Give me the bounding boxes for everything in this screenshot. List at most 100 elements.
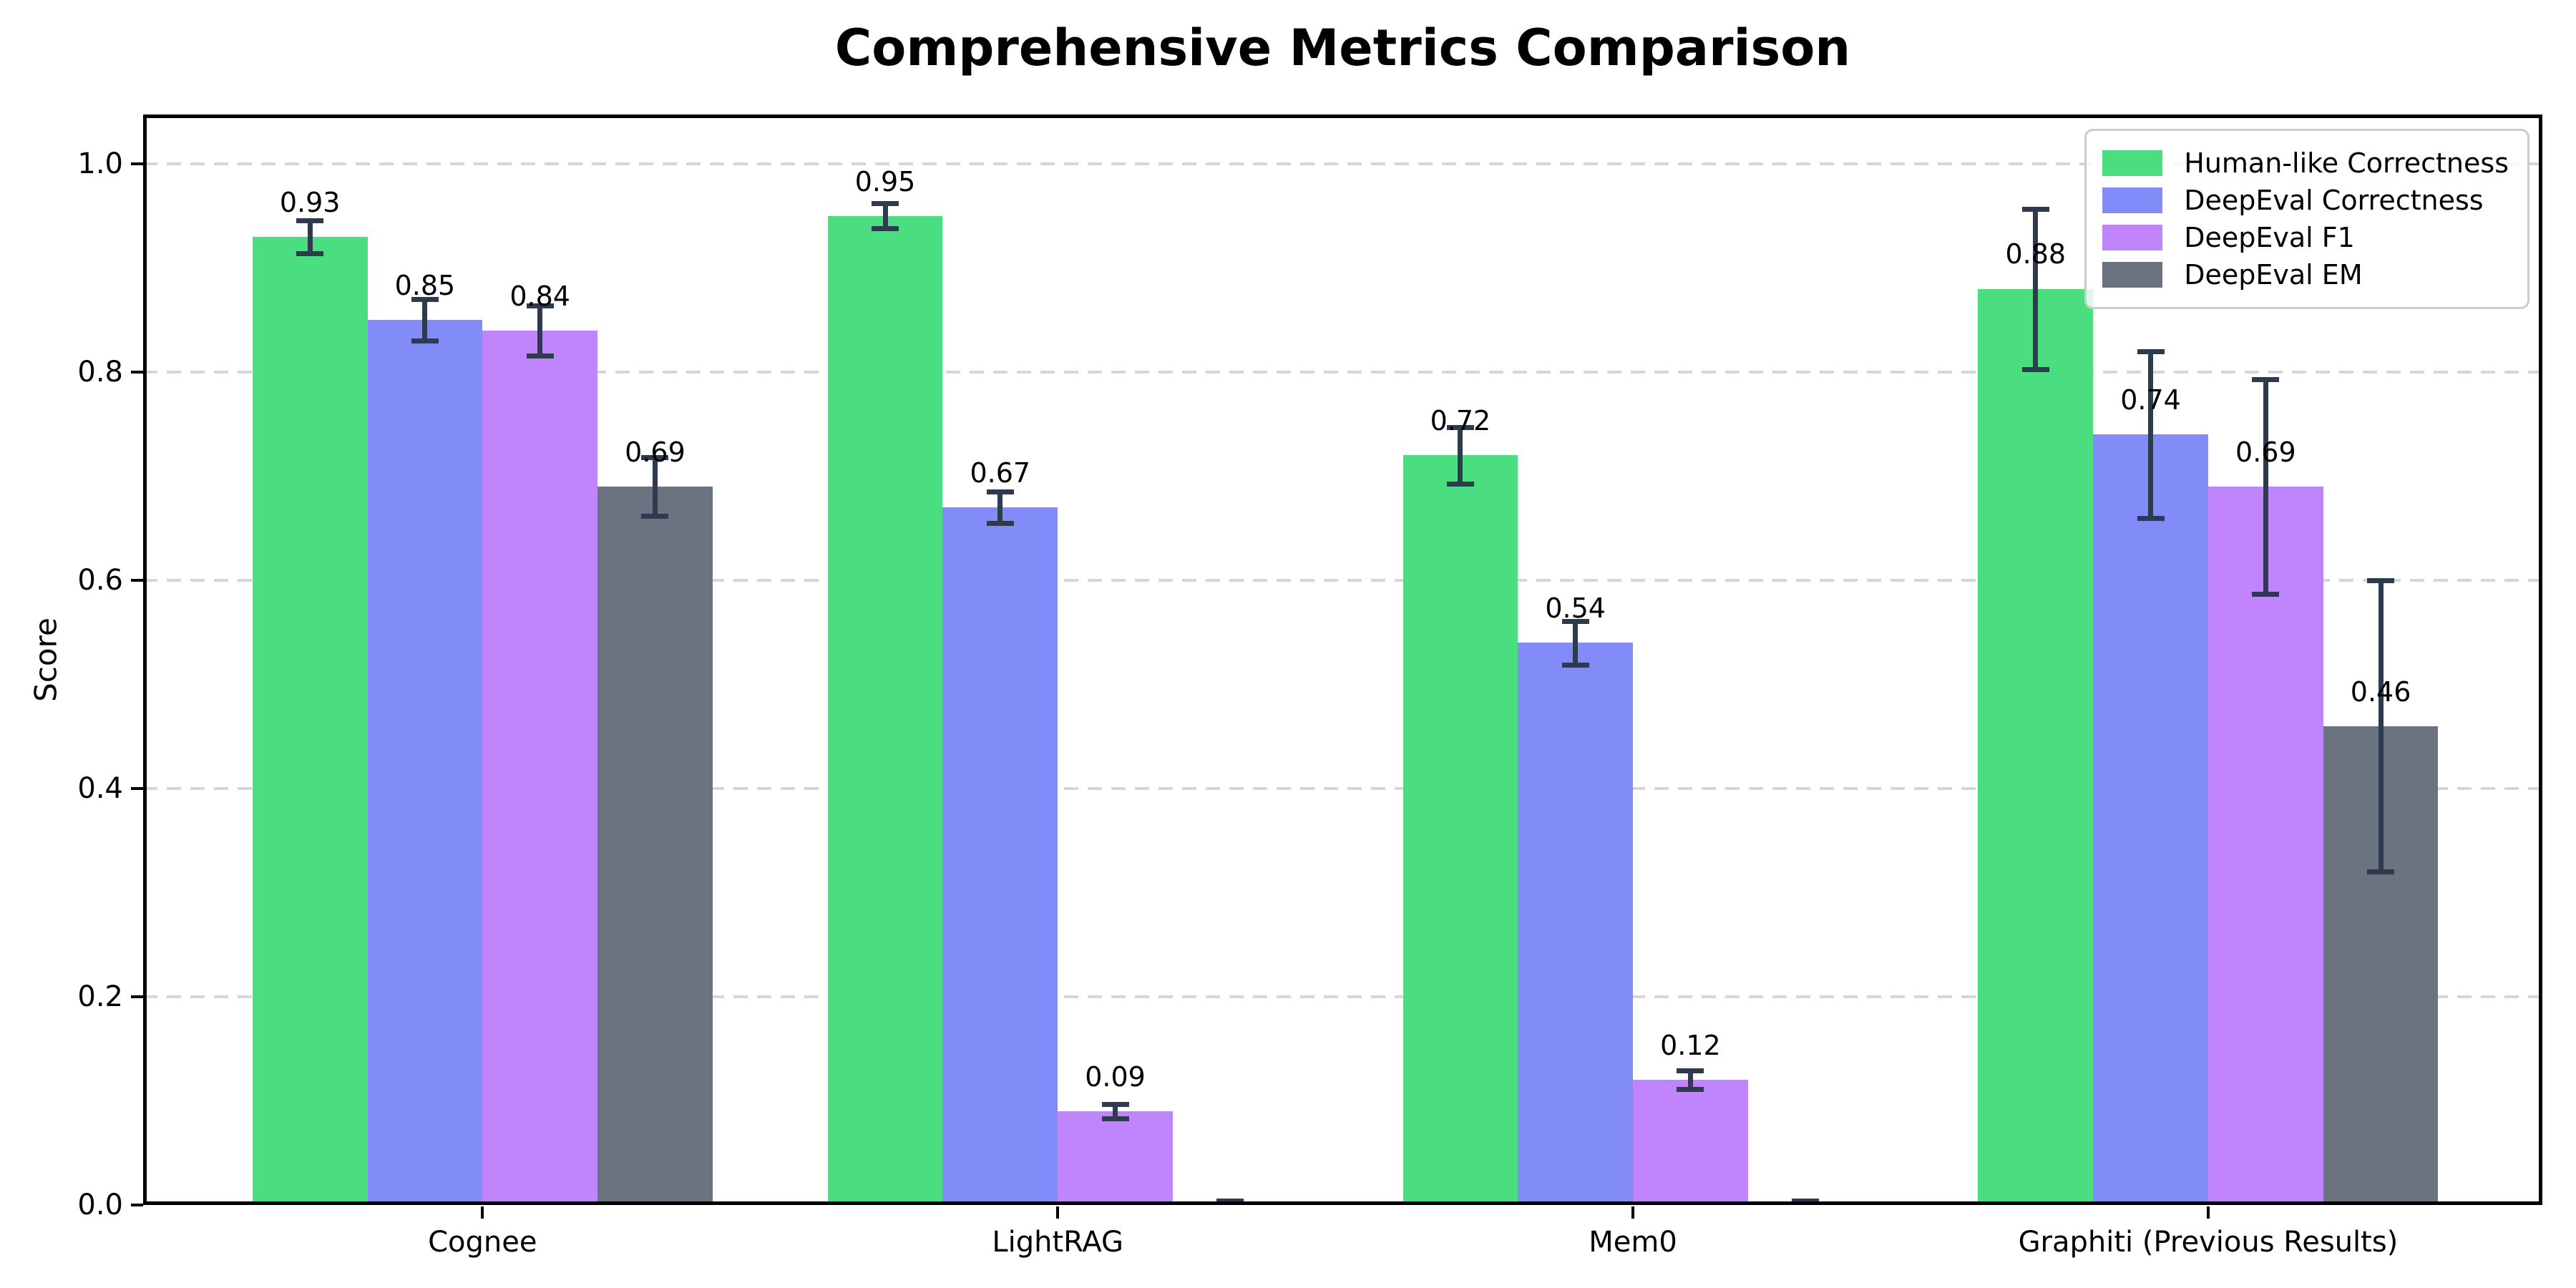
error-bar-cap-top (296, 218, 324, 223)
legend-item: DeepEval F1 (2102, 221, 2509, 254)
bar-value-label: 0.46 (2350, 675, 2411, 708)
error-bar-line (652, 457, 658, 516)
bar (1058, 1111, 1173, 1205)
bar (597, 487, 713, 1205)
bar-value-label: 0.93 (279, 186, 341, 218)
legend-swatch (2102, 150, 2163, 176)
legend-item: Human-like Correctness (2102, 147, 2509, 180)
gridline (143, 579, 2542, 582)
error-bar-cap-top (1446, 425, 1474, 431)
bar-value-label: 0.72 (1430, 405, 1491, 437)
bar (1402, 455, 1518, 1205)
error-bar-cap-top (2252, 377, 2280, 383)
plot-area: 0.93 0.95 0.72 0.88 0.85 0.67 0.54 0.74 0.84 0.09… (143, 114, 2542, 1205)
bar (482, 330, 598, 1205)
error-bar-cap-top (2367, 578, 2395, 583)
error-bar-line (307, 220, 313, 254)
error-bar-cap-top (1101, 1101, 1129, 1107)
error-bar-cap-top (986, 489, 1014, 495)
error-bar-line (422, 299, 428, 341)
bar (1978, 288, 2094, 1205)
legend-swatch (2102, 225, 2163, 250)
error-bar-cap-bottom (986, 520, 1014, 526)
y-tick-label: 1.0 (77, 147, 123, 180)
bar-value-label: 0.12 (1660, 1030, 1721, 1062)
bar-value-label: 0.85 (394, 270, 456, 302)
legend-label: Human-like Correctness (2184, 147, 2509, 179)
y-tick-mark (131, 579, 143, 582)
y-tick-mark (131, 1204, 143, 1206)
error-bar-cap-top (1792, 1199, 1820, 1204)
bar (2093, 434, 2208, 1205)
legend-label: DeepEval EM (2184, 259, 2363, 291)
bar (1633, 1080, 1748, 1205)
x-tick-mark (2206, 1206, 2210, 1219)
error-bar-line (2263, 379, 2268, 594)
gridline (143, 787, 2542, 790)
legend-swatch (2102, 187, 2163, 213)
error-bar-cap-bottom (1446, 481, 1474, 487)
x-tick-label: Cognee (428, 1226, 537, 1259)
error-bar-cap-top (2137, 348, 2165, 354)
error-bar-cap-top (872, 201, 899, 207)
bar-value-label: 0.69 (2235, 436, 2296, 468)
error-bar-cap-bottom (2021, 366, 2049, 372)
bar (942, 507, 1058, 1205)
legend-items: Human-like Correctness DeepEval Correctne… (2102, 147, 2509, 291)
error-bar-line (882, 203, 888, 229)
error-bar-line (537, 305, 543, 356)
bar (2207, 487, 2323, 1205)
bar-value-label: 0.54 (1545, 592, 1606, 625)
bar (367, 320, 483, 1205)
error-bar-cap-top (2021, 206, 2049, 212)
x-tick-mark (481, 1206, 484, 1219)
legend-label: DeepEval F1 (2184, 222, 2355, 253)
chart-title: Comprehensive Metrics Comparison (834, 19, 1851, 77)
bar (827, 215, 943, 1205)
y-tick-mark (131, 995, 143, 998)
error-bar-cap-bottom (641, 513, 669, 519)
gridline (143, 371, 2542, 374)
error-bar-cap-bottom (1677, 1087, 1704, 1093)
error-bar-cap-bottom (1561, 662, 1589, 668)
x-tick-mark (1056, 1206, 1060, 1219)
error-bar-cap-bottom (296, 251, 324, 257)
legend-item: DeepEval EM (2102, 258, 2509, 291)
gridline (143, 162, 2542, 165)
y-tick-label: 0.8 (77, 356, 123, 389)
x-tick-label: Mem0 (1589, 1226, 1677, 1259)
error-bar-cap-bottom (2252, 591, 2280, 597)
error-bar-cap-bottom (2137, 515, 2165, 521)
bar (252, 236, 368, 1205)
error-bar-line (2378, 580, 2384, 872)
error-bar-cap-bottom (411, 338, 439, 344)
bar-value-label: 0.67 (970, 457, 1031, 489)
bar-value-label: 0.88 (2005, 238, 2067, 270)
error-bar-line (1573, 620, 1579, 665)
error-bar-line (1458, 427, 1463, 484)
y-axis-label: Score (28, 618, 64, 702)
y-tick-label: 0.6 (77, 564, 123, 597)
error-bar-line (2033, 208, 2039, 369)
legend-swatch (2102, 262, 2163, 288)
bar-value-label: 0.95 (854, 165, 916, 197)
error-bar-cap-bottom (526, 353, 554, 358)
x-tick-mark (1631, 1206, 1635, 1219)
y-tick-mark (131, 787, 143, 790)
bar-value-label: 0.69 (625, 436, 686, 468)
error-bar-line (1113, 1103, 1118, 1119)
bar (1518, 643, 1634, 1205)
bar-value-label: 0.74 (2120, 384, 2181, 416)
error-bar-cap-top (641, 455, 669, 461)
y-tick-label: 0.2 (77, 980, 123, 1013)
error-bar-cap-top (1216, 1199, 1244, 1204)
y-tick-mark (131, 162, 143, 165)
error-bar-cap-top (1561, 618, 1589, 624)
bar-value-label: 0.84 (509, 280, 570, 312)
x-tick-label: LightRAG (992, 1226, 1123, 1259)
legend-item: DeepEval Correctness (2102, 184, 2509, 217)
x-tick-label: Graphiti (Previous Results) (2018, 1226, 2399, 1259)
error-bar-cap-top (411, 297, 439, 303)
gridline (143, 995, 2542, 998)
